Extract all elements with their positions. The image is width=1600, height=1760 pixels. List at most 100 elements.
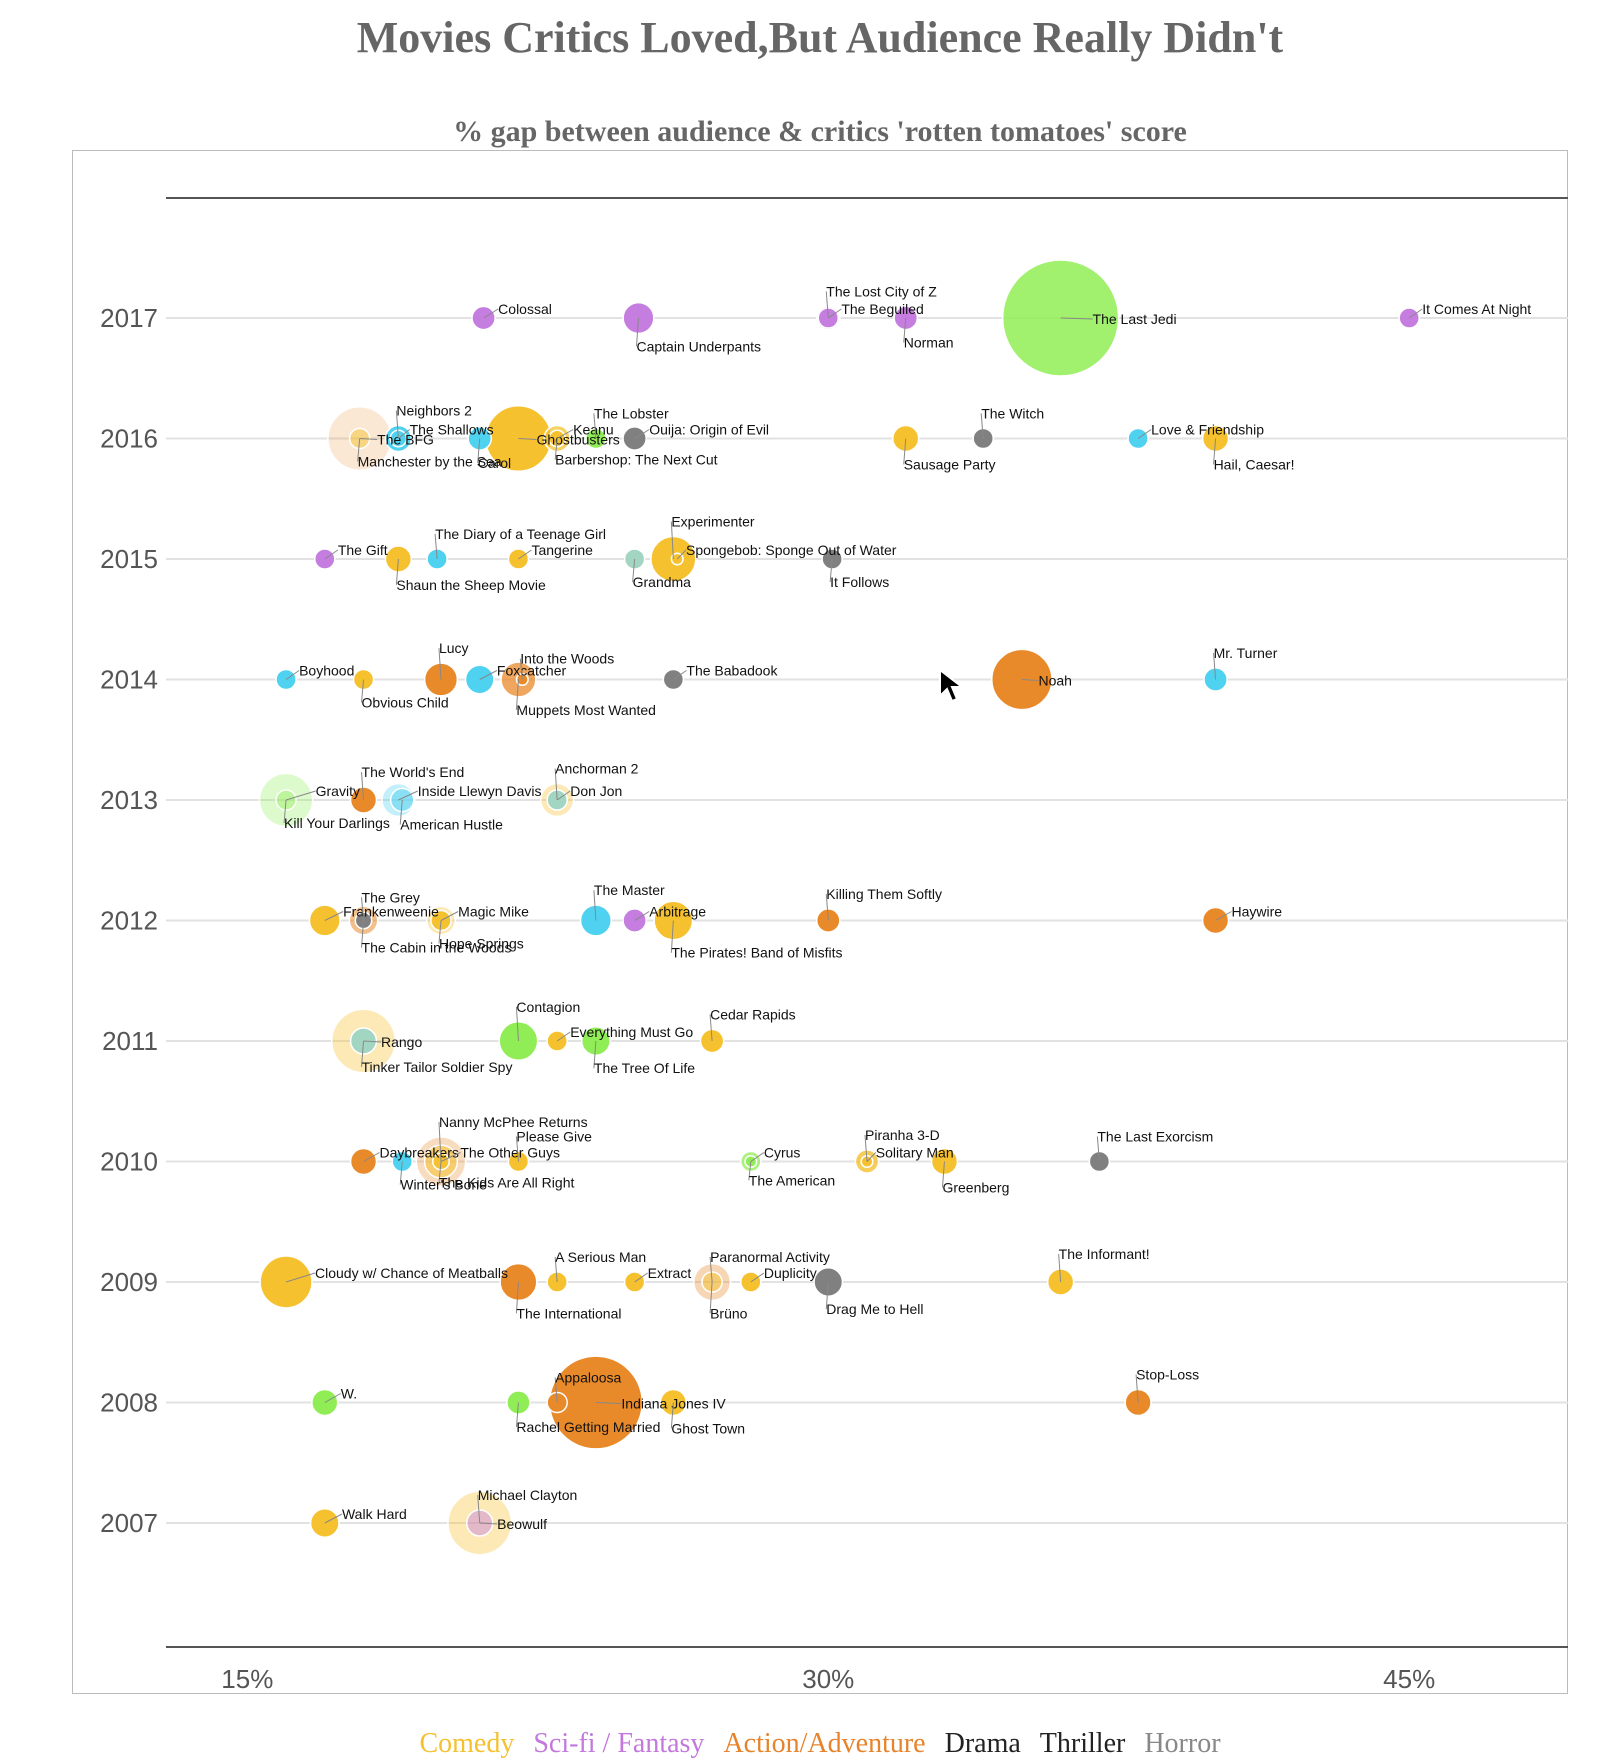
movie-label: The Tree Of Life: [594, 1060, 695, 1076]
movie-label: The Lost City of Z: [826, 283, 937, 299]
movie-label: Indiana Jones IV: [621, 1396, 726, 1412]
legend-item-comedy[interactable]: Comedy: [419, 1728, 515, 1759]
label-leader: [750, 1272, 765, 1283]
movie-label: Colossal: [498, 301, 552, 317]
x-tick-label: 30%: [802, 1664, 854, 1694]
x-tick-label: 45%: [1383, 1664, 1435, 1694]
label-leader: [632, 558, 636, 583]
label-leader: [519, 658, 523, 680]
label-leader: [361, 897, 365, 921]
movie-label: Anchorman 2: [555, 761, 638, 777]
movie-label: Arbitrage: [649, 904, 706, 920]
label-leader: [1215, 911, 1232, 921]
movie-label: The World's End: [362, 764, 465, 780]
label-leader: [324, 1513, 343, 1524]
label-leader: [438, 648, 442, 680]
label-leader: [673, 670, 687, 680]
movie-label: Greenberg: [942, 1179, 1009, 1195]
label-leader: [518, 438, 537, 440]
movie-label: Noah: [1038, 673, 1071, 689]
movie-label: The Last Jedi: [1093, 311, 1177, 327]
label-leader: [750, 1152, 765, 1162]
movie-label: Tinker Tailor Soldier Spy: [362, 1059, 513, 1075]
movie-label: It Comes At Night: [1422, 301, 1531, 317]
label-leader: [554, 768, 558, 801]
label-leader: [515, 1281, 519, 1314]
label-leader: [324, 911, 344, 921]
label-leader: [827, 308, 842, 319]
movie-label: Mr. Turner: [1214, 645, 1278, 661]
movie-label: Muppets Most Wanted: [516, 702, 656, 718]
label-leader: [595, 1402, 622, 1404]
label-leader: [980, 413, 984, 439]
label-leader: [361, 679, 365, 703]
label-leader: [395, 558, 399, 586]
movie-label: The Lobster: [594, 405, 669, 421]
year-label: 2013: [100, 785, 158, 815]
movie-label: Piranha 3-D: [865, 1127, 940, 1143]
movie-label: Winter's Bone: [400, 1177, 487, 1193]
movie-label: Cyrus: [764, 1145, 801, 1161]
movie-label: Duplicity: [764, 1265, 817, 1281]
movie-label: Cedar Rapids: [710, 1006, 796, 1022]
movie-label: Inside Llewyn Davis: [418, 783, 542, 799]
mouse-pointer-icon: [939, 668, 965, 703]
label-leader: [670, 521, 674, 560]
movie-bubble: [308, 904, 341, 937]
movie-label: The Other Guys: [460, 1145, 560, 1161]
label-leader: [866, 1152, 877, 1162]
movie-label: Ghostbusters: [536, 432, 619, 448]
label-leader: [556, 1031, 571, 1042]
movie-label: Killing Them Softly: [826, 886, 942, 902]
label-leader: [941, 1161, 945, 1188]
movie-label: Captain Underpants: [636, 338, 761, 354]
movie-label: Keanu: [573, 422, 613, 438]
movie-label: Barbershop: The Next Cut: [555, 452, 717, 468]
label-leader: [1213, 438, 1217, 465]
label-leader: [483, 308, 499, 319]
movie-label: The Gift: [338, 542, 388, 558]
movie-label: Carol: [478, 455, 511, 471]
label-leader: [825, 1281, 829, 1310]
label-leader: [903, 438, 907, 465]
label-leader: [361, 1040, 365, 1068]
movie-label: The Witch: [981, 405, 1044, 421]
movie-label: The Diary of a Teenage Girl: [435, 526, 606, 542]
label-leader: [829, 558, 833, 583]
movie-label: The Master: [594, 882, 665, 898]
movie-bubble: [622, 301, 655, 335]
legend-item-horror[interactable]: Horror: [1144, 1728, 1221, 1759]
legend: Comedy Sci-fi / Fantasy Action/Adventure…: [0, 1728, 1600, 1760]
movie-bubble: [892, 424, 920, 453]
label-leader: [363, 1040, 382, 1043]
movie-label: Please Give: [516, 1128, 592, 1144]
label-leader: [399, 1161, 403, 1185]
movie-label: Boyhood: [299, 663, 354, 679]
label-leader: [634, 1272, 648, 1283]
legend-item-scifi[interactable]: Sci-fi / Fantasy: [533, 1728, 705, 1759]
year-label: 2014: [100, 665, 158, 695]
movie-bubble: [311, 1388, 339, 1417]
label-leader: [324, 549, 339, 560]
label-leader: [676, 549, 687, 560]
year-label: 2008: [100, 1388, 158, 1418]
year-label: 2010: [100, 1147, 158, 1177]
movie-label: The Beguiled: [841, 301, 924, 317]
label-leader: [709, 1281, 713, 1314]
legend-item-drama[interactable]: Drama: [944, 1728, 1021, 1759]
label-leader: [825, 893, 829, 921]
movie-label: Rango: [381, 1034, 422, 1050]
movie-label: Obvious Child: [362, 695, 449, 711]
movie-label: Contagion: [516, 999, 580, 1015]
label-leader: [556, 429, 574, 439]
movie-label: American Hustle: [400, 817, 503, 833]
movie-label: Spongebob: Sponge Out of Water: [686, 542, 897, 558]
label-leader: [554, 438, 558, 460]
label-leader: [479, 670, 498, 680]
movie-bubble: [815, 908, 841, 933]
legend-item-action[interactable]: Action/Adventure: [723, 1728, 926, 1759]
year-label: 2011: [102, 1026, 158, 1056]
legend-item-thriller[interactable]: Thriller: [1039, 1728, 1126, 1759]
movie-label: Love & Friendship: [1151, 422, 1264, 438]
label-leader: [515, 1136, 519, 1162]
